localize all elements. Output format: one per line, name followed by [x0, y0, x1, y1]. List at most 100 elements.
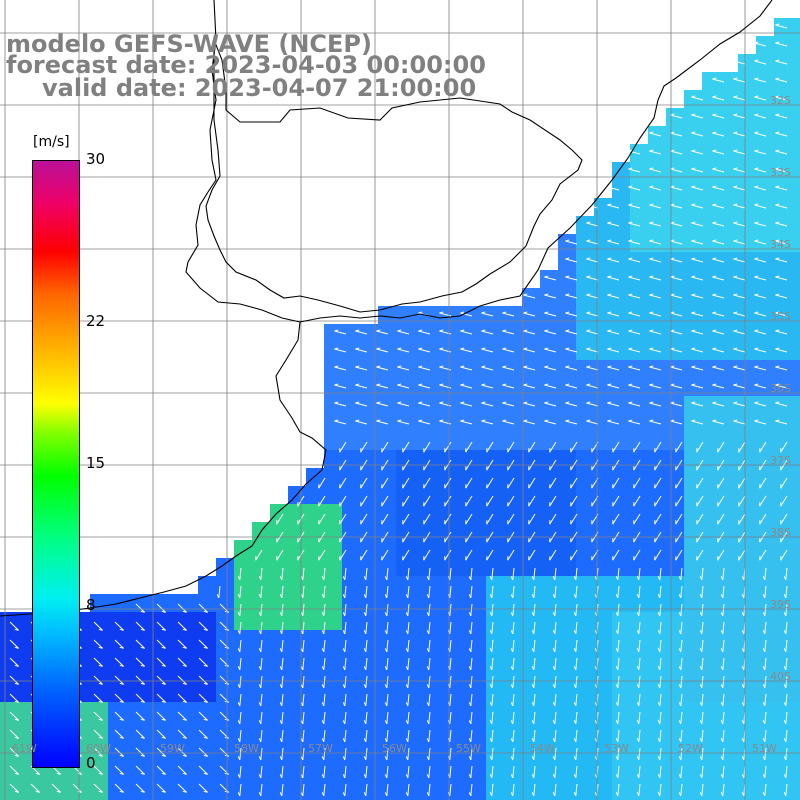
wind-arrow — [554, 603, 557, 616]
wind-arrow-head — [300, 684, 304, 689]
wind-arrow — [302, 711, 305, 724]
wind-cell — [666, 720, 684, 738]
wind-cell — [738, 504, 756, 522]
wind-arrow — [586, 222, 599, 227]
wind-arrow — [675, 513, 683, 525]
wind-cell — [216, 576, 234, 594]
wind-arrow — [701, 585, 704, 598]
wind-cell — [666, 180, 684, 198]
wind-arrow-head — [300, 738, 304, 743]
wind-cell — [108, 792, 126, 800]
wind-cell — [216, 738, 234, 756]
wind-arrow-head — [321, 612, 325, 617]
wind-cell — [558, 324, 576, 342]
wind-cell — [594, 576, 612, 594]
wind-cell — [792, 702, 800, 720]
wind-arrow — [465, 441, 473, 453]
wind-arrow — [785, 603, 788, 616]
wind-arrow — [323, 711, 326, 724]
wind-arrow — [523, 348, 536, 353]
wind-cell — [468, 702, 486, 720]
wind-arrow — [481, 348, 494, 353]
wind-arrow — [607, 312, 620, 317]
wind-arrow-head — [355, 383, 360, 386]
wind-cell — [630, 360, 648, 378]
wind-arrow — [638, 567, 641, 580]
wind-cell — [342, 504, 360, 522]
wind-cell — [756, 774, 774, 792]
wind-arrow-head — [586, 203, 591, 206]
wind-arrow-head — [691, 167, 696, 170]
wind-arrow — [717, 513, 725, 525]
wind-cell — [378, 738, 396, 756]
wind-arrow — [360, 477, 368, 489]
wind-arrow-head — [439, 329, 444, 332]
wind-cell — [324, 468, 342, 486]
wind-arrow-head — [775, 77, 780, 80]
wind-arrow-head — [657, 630, 661, 635]
wind-arrow-head — [426, 756, 430, 761]
wind-cell — [648, 756, 666, 774]
wind-cell — [180, 594, 198, 612]
wind-arrow — [670, 366, 683, 371]
wind-arrow-head — [699, 720, 703, 725]
wind-cell — [792, 396, 800, 414]
wind-arrow-head — [741, 792, 745, 797]
wind-cell — [576, 540, 594, 558]
wind-arrow — [544, 384, 557, 389]
wind-arrow-head — [733, 329, 738, 332]
wind-arrow — [507, 549, 515, 561]
wind-arrow — [423, 513, 431, 525]
wind-cell — [162, 612, 180, 630]
wind-cell — [756, 702, 774, 720]
wind-arrow — [239, 639, 242, 652]
wind-cell — [792, 54, 800, 72]
wind-cell — [360, 738, 378, 756]
wind-cell — [792, 792, 800, 800]
wind-cell — [792, 306, 800, 324]
wind-arrow — [738, 513, 746, 525]
wind-arrow-head — [376, 401, 381, 404]
wind-arrow-head — [258, 666, 262, 671]
wind-arrow — [318, 513, 326, 525]
wind-cell — [792, 180, 800, 198]
wind-cell — [504, 468, 522, 486]
wind-cell — [306, 540, 324, 558]
wind-arrow-head — [628, 365, 633, 368]
wind-arrow-head — [418, 311, 423, 314]
wind-arrow — [764, 675, 767, 688]
wind-arrow — [302, 729, 305, 742]
wind-arrow-head — [657, 792, 661, 797]
wind-arrow — [785, 765, 788, 778]
wind-cell — [162, 594, 180, 612]
wind-arrow-head — [733, 185, 738, 188]
wind-arrow-head — [426, 738, 430, 743]
wind-arrow — [533, 567, 536, 580]
wind-arrow — [722, 765, 725, 778]
wind-arrow — [649, 150, 662, 155]
wind-arrow-head — [523, 329, 528, 332]
wind-arrow-head — [182, 682, 187, 685]
wind-cell — [666, 216, 684, 234]
wind-arrow — [633, 477, 641, 489]
wind-arrow-head — [657, 756, 661, 761]
wind-arrow-head — [426, 648, 430, 653]
wind-cell — [720, 468, 738, 486]
wind-cell — [756, 612, 774, 630]
wind-arrow-head — [691, 131, 696, 134]
wind-arrow-head — [342, 648, 346, 653]
wind-arrow — [712, 240, 725, 245]
wind-arrow-head — [397, 419, 402, 422]
wind-cell — [486, 666, 504, 684]
wind-cell — [342, 738, 360, 756]
wind-arrow — [444, 513, 452, 525]
wind-arrow — [754, 114, 767, 119]
wind-arrow — [675, 477, 683, 489]
wind-cell — [702, 378, 720, 396]
wind-arrow-head — [699, 666, 703, 671]
wind-cell — [324, 702, 342, 720]
wind-arrow-head — [754, 419, 759, 422]
wind-arrow — [135, 693, 145, 703]
wind-cell — [720, 234, 738, 252]
wind-arrow — [386, 765, 389, 778]
